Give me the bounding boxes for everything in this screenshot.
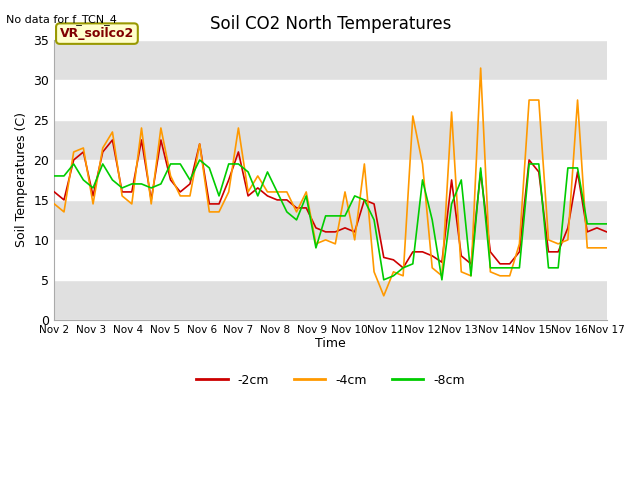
Bar — [54, 280, 607, 320]
Bar — [54, 120, 607, 160]
Text: No data for f_TCN_4: No data for f_TCN_4 — [6, 14, 117, 25]
Title: Soil CO2 North Temperatures: Soil CO2 North Temperatures — [210, 15, 451, 33]
Legend: -2cm, -4cm, -8cm: -2cm, -4cm, -8cm — [191, 369, 470, 392]
Text: VR_soilco2: VR_soilco2 — [60, 27, 134, 40]
Y-axis label: Soil Temperatures (C): Soil Temperatures (C) — [15, 112, 28, 247]
X-axis label: Time: Time — [315, 337, 346, 350]
Bar — [54, 200, 607, 240]
Bar — [54, 40, 607, 80]
